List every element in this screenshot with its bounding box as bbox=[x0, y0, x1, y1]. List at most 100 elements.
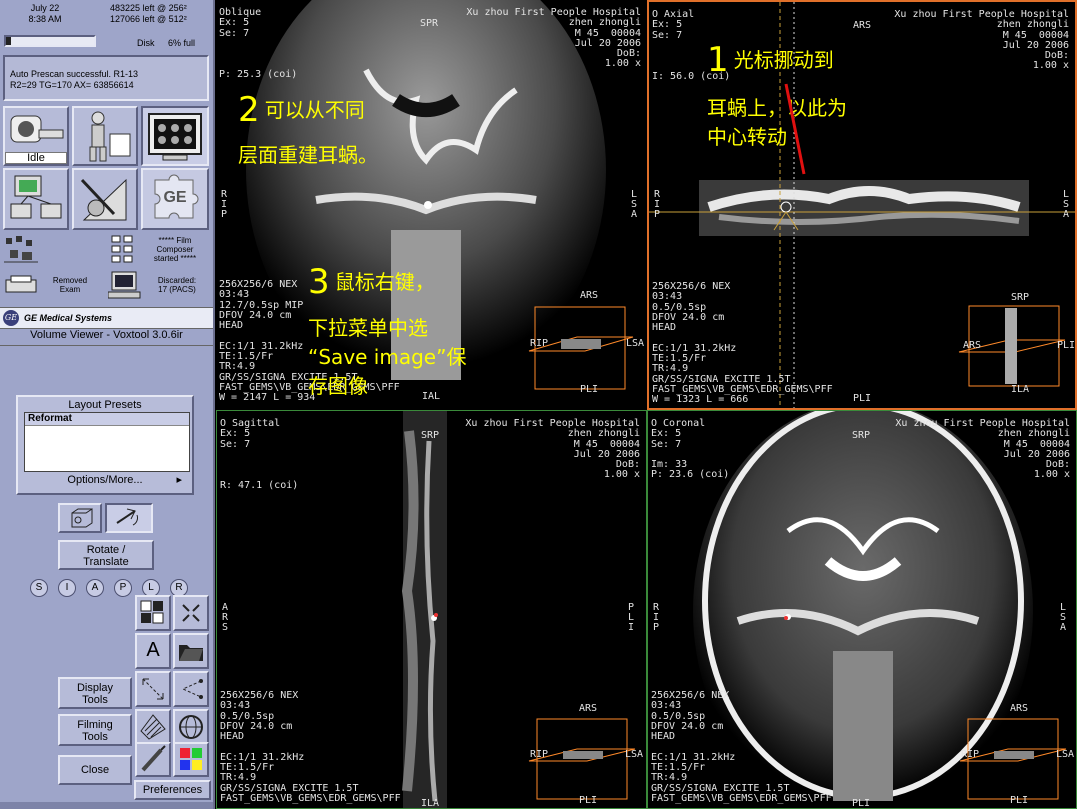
date-text: July 22 bbox=[30, 3, 60, 13]
orient-p-button[interactable]: P bbox=[114, 579, 132, 597]
axial-left-label: R I P bbox=[654, 189, 661, 220]
oblique-cube-top: ARS bbox=[580, 290, 599, 301]
options-more-label: Options/More... bbox=[67, 474, 143, 486]
oblique-info-bl: 256X256/6 NEX 03:43 12.7/0.5sp MIP DFOV … bbox=[219, 279, 400, 404]
divider bbox=[0, 345, 213, 346]
scanner-idle-icon[interactable]: Idle bbox=[3, 106, 69, 166]
orient-i-button[interactable]: I bbox=[58, 579, 76, 597]
film-icon[interactable] bbox=[110, 234, 136, 264]
annotation-3-line-2: 下拉菜单中选 bbox=[308, 316, 428, 340]
oblique-top-label: SPR bbox=[420, 18, 439, 29]
ge-applications-icon[interactable]: GE bbox=[141, 168, 209, 230]
sagittal-cube-bottom: PLI bbox=[579, 795, 598, 806]
tools-icon[interactable] bbox=[72, 168, 138, 230]
oblique-left-label: R I P bbox=[221, 189, 228, 220]
sagittal-left-label: A R S bbox=[222, 602, 229, 633]
viewport-coronal[interactable]: O Coronal Ex: 5 Se: 7 Im: 33 P: 23.6 (co… bbox=[647, 410, 1077, 809]
measure-distance-button[interactable] bbox=[135, 671, 171, 707]
preset-items: Reformat bbox=[25, 413, 189, 426]
annotation-3-line-3: “Save image”保 bbox=[308, 345, 467, 369]
axial-cube-bottom: ILA bbox=[1011, 384, 1030, 395]
disk-usage-bar bbox=[4, 35, 96, 47]
sagittal-info-bl: 256X256/6 NEX 03:43 0.5/0.5sp DFOV 24.0 … bbox=[220, 690, 401, 804]
globe-button[interactable] bbox=[173, 709, 209, 745]
coronal-left-label: R I P bbox=[653, 602, 660, 633]
removed-exam-text: Removed Exam bbox=[52, 276, 88, 294]
disk-percent: 6% full bbox=[168, 38, 196, 48]
viewport-sagittal[interactable]: O Sagittal Ex: 5 Se: 7 R: 47.1 (coi) Xu … bbox=[216, 410, 647, 809]
axial-right-label: L S A bbox=[1062, 189, 1069, 220]
annotation-3: 3 鼠标右键， bbox=[308, 262, 435, 302]
idle-label: Idle bbox=[5, 152, 67, 164]
viewport-axial[interactable]: O Axial Ex: 5 Se: 7 I: 56.0 (coi) Xu zho… bbox=[647, 0, 1077, 410]
layout-presets-title: Layout Presets bbox=[68, 399, 142, 411]
message-line-1: Auto Prescan successful. R1-13 bbox=[10, 69, 139, 79]
printer-icon[interactable] bbox=[4, 274, 38, 296]
syringe-button[interactable] bbox=[135, 742, 171, 777]
network-icon[interactable] bbox=[3, 168, 69, 230]
coronal-cube-top: ARS bbox=[1010, 703, 1029, 714]
image-viewer-icon[interactable] bbox=[141, 106, 209, 166]
orient-s-button[interactable]: S bbox=[30, 579, 48, 597]
oblique-info-tl: Oblique Ex: 5 Se: 7 P: 25.3 (coi) bbox=[219, 7, 298, 80]
disk-left-512: 127066 left @ 512² bbox=[110, 14, 187, 24]
filming-tools-button[interactable]: Filming Tools bbox=[58, 714, 132, 746]
annotation-2: 2 可以从不同 bbox=[238, 90, 365, 130]
annotation-2-line-1: 可以从不同 bbox=[264, 98, 365, 122]
oblique-cube-left: RIP bbox=[530, 338, 549, 349]
ge-puzzle-label: GE bbox=[163, 189, 187, 206]
display-tools-button[interactable]: Display Tools bbox=[58, 677, 132, 709]
coronal-cube-right: LSA bbox=[1056, 749, 1075, 760]
oblique-right-label: L S A bbox=[630, 189, 637, 220]
patient-icon[interactable] bbox=[72, 106, 138, 166]
preset-item-reformat[interactable]: Reformat bbox=[25, 413, 189, 426]
axial-image bbox=[649, 2, 1075, 408]
annotation-1: 1 光标挪动到 bbox=[707, 40, 834, 80]
axial-cube-top: SRP bbox=[1011, 292, 1030, 303]
message-line-2: R2=29 TG=170 AX= 63856614 bbox=[10, 80, 134, 90]
film-composer-status: ***** Film Composer started ***** bbox=[153, 236, 197, 263]
volume-view-button[interactable] bbox=[58, 503, 102, 533]
annotation-2-line-2: 层面重建耳蜗。 bbox=[238, 143, 378, 167]
rotate-translate-button[interactable]: Rotate / Translate bbox=[58, 540, 154, 570]
orient-l-button[interactable]: L bbox=[142, 579, 160, 597]
queue-icon[interactable] bbox=[4, 234, 40, 266]
rotate-cursor-button[interactable] bbox=[105, 503, 153, 533]
scrollbar[interactable] bbox=[0, 802, 213, 809]
viewport-oblique[interactable]: Oblique Ex: 5 Se: 7 P: 25.3 (coi) Xu zho… bbox=[216, 0, 647, 410]
computer-icon[interactable] bbox=[107, 270, 142, 300]
coronal-cube-bottom: PLI bbox=[1010, 795, 1029, 806]
axial-cube-right: PLI bbox=[1057, 340, 1076, 351]
orient-a-button[interactable]: A bbox=[86, 579, 104, 597]
layout-grid-button[interactable] bbox=[135, 595, 171, 631]
coronal-info-tr: Xu zhou First People Hospital zhen zhong… bbox=[895, 418, 1070, 481]
sagittal-info-tr: Xu zhou First People Hospital zhen zhong… bbox=[465, 418, 640, 481]
annotation-2-number: 2 bbox=[238, 90, 260, 130]
close-button[interactable]: Close bbox=[58, 755, 132, 785]
sagittal-cube-left: RIP bbox=[530, 749, 549, 760]
layout-presets-panel: Layout Presets Reformat Options/More... … bbox=[16, 395, 194, 495]
layout-presets-list[interactable]: Reformat bbox=[24, 412, 190, 472]
measure-angle-button[interactable] bbox=[173, 671, 209, 707]
coronal-bottom-label: PLI bbox=[852, 798, 871, 809]
annotation-1-line-2: 耳蜗上，以此为 bbox=[707, 96, 847, 120]
app-title: Volume Viewer - Voxtool 3.0.6ir bbox=[30, 329, 183, 341]
company-name: GE Medical Systems bbox=[24, 313, 113, 323]
crosshair-button[interactable] bbox=[173, 595, 209, 631]
disk-usage-fill bbox=[6, 37, 11, 45]
open-folder-button[interactable] bbox=[173, 633, 209, 669]
preferences-button[interactable]: Preferences bbox=[134, 780, 211, 800]
sagittal-orientation-cube bbox=[528, 718, 636, 800]
coronal-info-bl: 256X256/6 NEX 03:43 0.5/0.5sp DFOV 24.0 … bbox=[651, 690, 832, 804]
annotation-1-line-1: 光标挪动到 bbox=[733, 48, 834, 72]
disk-label: Disk bbox=[137, 38, 155, 48]
roi-button[interactable] bbox=[135, 709, 171, 745]
text-annotation-button[interactable]: A bbox=[135, 633, 171, 669]
axial-bottom-label: PLI bbox=[853, 393, 872, 404]
time-text: 8:38 AM bbox=[28, 14, 62, 24]
axial-info-tl: O Axial Ex: 5 Se: 7 I: 56.0 (coi) bbox=[652, 9, 731, 82]
axial-orientation-cube bbox=[958, 305, 1066, 387]
annotation-3-line-1: 鼠标右键， bbox=[334, 270, 435, 294]
options-more-button[interactable]: Options/More... ▸ bbox=[22, 474, 188, 489]
color-palette-button[interactable] bbox=[173, 742, 209, 777]
